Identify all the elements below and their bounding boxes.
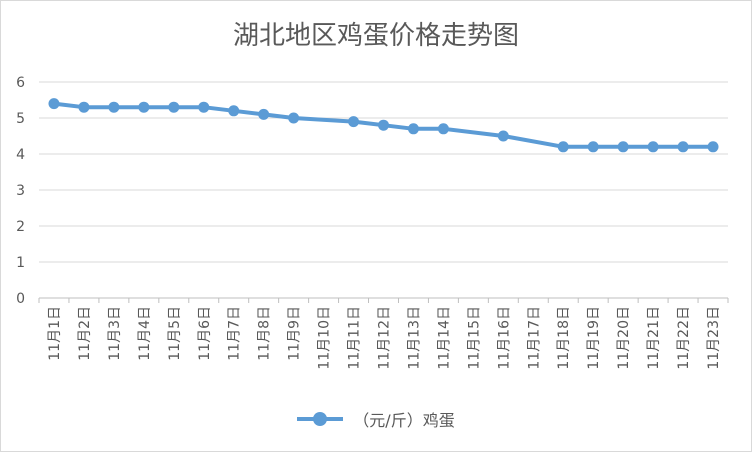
data-point bbox=[437, 123, 449, 135]
y-tick-label: 4 bbox=[16, 147, 25, 163]
x-tick-label: 11月11日 bbox=[347, 306, 363, 370]
data-point bbox=[348, 116, 360, 128]
x-tick-label: 11月2日 bbox=[77, 306, 93, 361]
legend: （元/斤）鸡蛋 bbox=[1, 407, 751, 431]
chart-title: 湖北地区鸡蛋价格走势图 bbox=[232, 21, 519, 51]
data-point bbox=[228, 105, 240, 117]
x-tick-label: 11月17日 bbox=[526, 306, 542, 370]
data-point bbox=[108, 101, 120, 113]
legend-label: （元/斤）鸡蛋 bbox=[353, 411, 455, 430]
x-tick-label: 11月10日 bbox=[317, 306, 333, 370]
y-tick-label: 3 bbox=[16, 183, 25, 199]
x-tick-label: 11月8日 bbox=[257, 306, 273, 361]
data-point bbox=[617, 141, 629, 153]
data-point bbox=[288, 112, 300, 124]
x-tick-label: 11月9日 bbox=[287, 306, 303, 361]
x-tick-label: 11月4日 bbox=[137, 306, 153, 361]
x-tick-label: 11月14日 bbox=[436, 306, 452, 370]
data-point bbox=[378, 119, 389, 131]
y-tick-label: 6 bbox=[16, 75, 25, 91]
x-tick-label: 11月21日 bbox=[646, 306, 662, 370]
legend-marker bbox=[297, 412, 344, 426]
data-point bbox=[48, 98, 60, 110]
y-axis-ticks: 0 1 2 3 4 5 6 bbox=[16, 75, 25, 307]
data-point bbox=[707, 141, 719, 153]
x-tick-label: 11月13日 bbox=[406, 306, 422, 370]
y-tick-label: 0 bbox=[16, 291, 25, 307]
data-point bbox=[587, 141, 599, 153]
data-point bbox=[647, 141, 659, 153]
gridlines bbox=[39, 81, 728, 263]
x-tick-label: 11月16日 bbox=[496, 306, 512, 370]
x-tick-label: 11月19日 bbox=[586, 306, 602, 370]
x-tick-label: 11月1日 bbox=[47, 306, 63, 361]
x-tick-label: 11月20日 bbox=[616, 306, 632, 370]
data-point bbox=[677, 141, 689, 153]
data-point bbox=[78, 101, 90, 113]
data-point bbox=[557, 141, 569, 153]
x-tick-label: 11月6日 bbox=[197, 306, 213, 361]
data-point bbox=[198, 101, 210, 113]
x-axis-ticks: 11月1日 11月2日 11月3日 11月4日 11月5日 11月6日 11月7日 11月8日… bbox=[47, 306, 722, 370]
data-point bbox=[138, 101, 150, 113]
y-tick-label: 5 bbox=[16, 111, 25, 127]
data-point bbox=[497, 130, 509, 142]
x-axis bbox=[38, 297, 729, 303]
x-tick-label: 11月23日 bbox=[706, 306, 722, 370]
data-point bbox=[168, 101, 180, 113]
x-tick-label: 11月7日 bbox=[227, 306, 243, 361]
y-tick-label: 1 bbox=[16, 255, 25, 271]
x-tick-label: 11月3日 bbox=[107, 306, 123, 361]
data-point bbox=[407, 123, 419, 135]
x-tick-label: 11月22日 bbox=[676, 306, 692, 370]
x-tick-label: 11月15日 bbox=[466, 306, 482, 370]
x-tick-label: 11月12日 bbox=[377, 306, 393, 370]
x-tick-label: 11月5日 bbox=[167, 306, 183, 361]
x-tick-label: 11月18日 bbox=[556, 306, 572, 370]
y-tick-label: 2 bbox=[16, 219, 25, 235]
series-egg-price bbox=[48, 98, 719, 153]
data-point bbox=[258, 108, 270, 120]
